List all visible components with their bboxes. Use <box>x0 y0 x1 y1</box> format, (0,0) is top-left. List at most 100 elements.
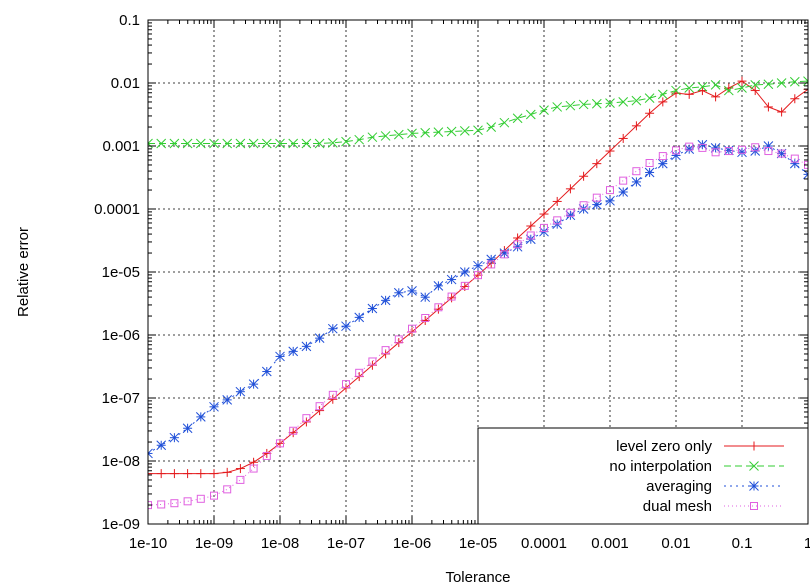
data-point <box>394 335 403 344</box>
data-point <box>407 128 417 139</box>
series-level-zero-only <box>148 76 808 479</box>
data-point <box>182 423 193 434</box>
data-point <box>446 126 457 137</box>
data-point <box>566 208 575 217</box>
data-point <box>684 83 695 93</box>
data-point <box>631 121 641 131</box>
data-point <box>473 260 483 271</box>
data-point <box>262 451 271 460</box>
data-point <box>618 133 628 143</box>
data-point <box>486 122 497 132</box>
y-tick-label: 1e-05 <box>102 264 140 281</box>
data-point <box>658 97 668 107</box>
data-point <box>408 324 416 333</box>
data-point <box>539 209 549 219</box>
data-point <box>803 76 808 86</box>
y-tick-label: 1e-08 <box>102 453 140 470</box>
data-point <box>711 148 720 157</box>
data-point <box>393 129 404 140</box>
data-point <box>618 97 629 107</box>
data-point <box>222 395 233 405</box>
data-point <box>553 216 562 225</box>
data-point <box>367 303 378 314</box>
data-point <box>631 177 642 187</box>
data-point <box>605 195 615 206</box>
data-point <box>723 85 734 96</box>
data-point <box>275 138 285 149</box>
legend-label: dual mesh <box>643 498 712 515</box>
data-point <box>420 127 431 138</box>
legend-marker <box>749 481 759 491</box>
data-point <box>605 98 615 109</box>
data-point <box>777 149 786 158</box>
data-point <box>632 167 641 176</box>
data-point <box>645 108 655 118</box>
data-point <box>248 138 259 149</box>
data-point <box>657 158 668 169</box>
legend-entry: no interpolation <box>609 458 784 475</box>
data-point <box>738 145 746 154</box>
data-point <box>447 292 456 301</box>
data-point <box>209 469 219 479</box>
series-no-interpolation <box>148 76 808 149</box>
data-point <box>513 240 522 249</box>
y-tick-label: 1e-09 <box>102 516 140 533</box>
data-point <box>685 142 694 151</box>
data-point <box>236 475 245 484</box>
data-point <box>790 94 800 104</box>
data-point <box>276 439 284 448</box>
data-point <box>711 92 721 102</box>
x-tick-label: 1e-10 <box>129 535 167 552</box>
data-point <box>261 366 272 377</box>
legend-label: averaging <box>646 478 712 495</box>
data-point <box>209 401 219 412</box>
data-point <box>644 167 655 178</box>
data-point <box>420 292 431 303</box>
data-point <box>341 136 351 147</box>
data-point <box>672 146 680 155</box>
data-point <box>645 159 654 168</box>
data-point <box>314 138 325 149</box>
y-tick-label: 0.001 <box>102 138 140 155</box>
data-point <box>539 105 549 115</box>
data-point <box>235 386 246 397</box>
data-point <box>148 448 153 459</box>
data-point <box>195 138 206 149</box>
data-point <box>737 76 747 86</box>
y-tick-label: 1e-07 <box>102 390 140 407</box>
data-point <box>459 267 470 277</box>
data-point <box>341 321 351 332</box>
data-point <box>763 102 773 112</box>
data-point <box>288 346 299 357</box>
data-point <box>380 131 391 141</box>
data-point <box>170 499 179 508</box>
data-point <box>433 127 444 137</box>
data-point <box>631 95 642 106</box>
data-point <box>156 440 167 451</box>
data-point <box>460 281 469 290</box>
data-point <box>446 274 457 285</box>
data-point <box>210 491 218 500</box>
data-point <box>301 341 312 352</box>
data-point <box>301 138 312 149</box>
x-tick-label: 1e-05 <box>459 535 497 552</box>
data-point <box>698 143 707 152</box>
data-point <box>618 187 629 197</box>
data-point <box>327 323 338 334</box>
data-point <box>315 402 324 411</box>
data-point <box>500 250 509 259</box>
data-point <box>579 171 589 181</box>
data-point <box>605 146 615 156</box>
data-point <box>196 494 205 503</box>
y-tick-label: 1e-06 <box>102 327 140 344</box>
legend-entry: dual mesh <box>643 498 784 515</box>
data-point <box>182 138 193 149</box>
series-dual-mesh <box>148 142 808 510</box>
legend-label: level zero only <box>616 438 712 455</box>
data-point <box>248 379 259 389</box>
x-tick-label: 0.0001 <box>521 535 567 552</box>
data-point <box>355 368 364 377</box>
data-point <box>261 138 272 149</box>
legend-label: no interpolation <box>609 458 712 475</box>
